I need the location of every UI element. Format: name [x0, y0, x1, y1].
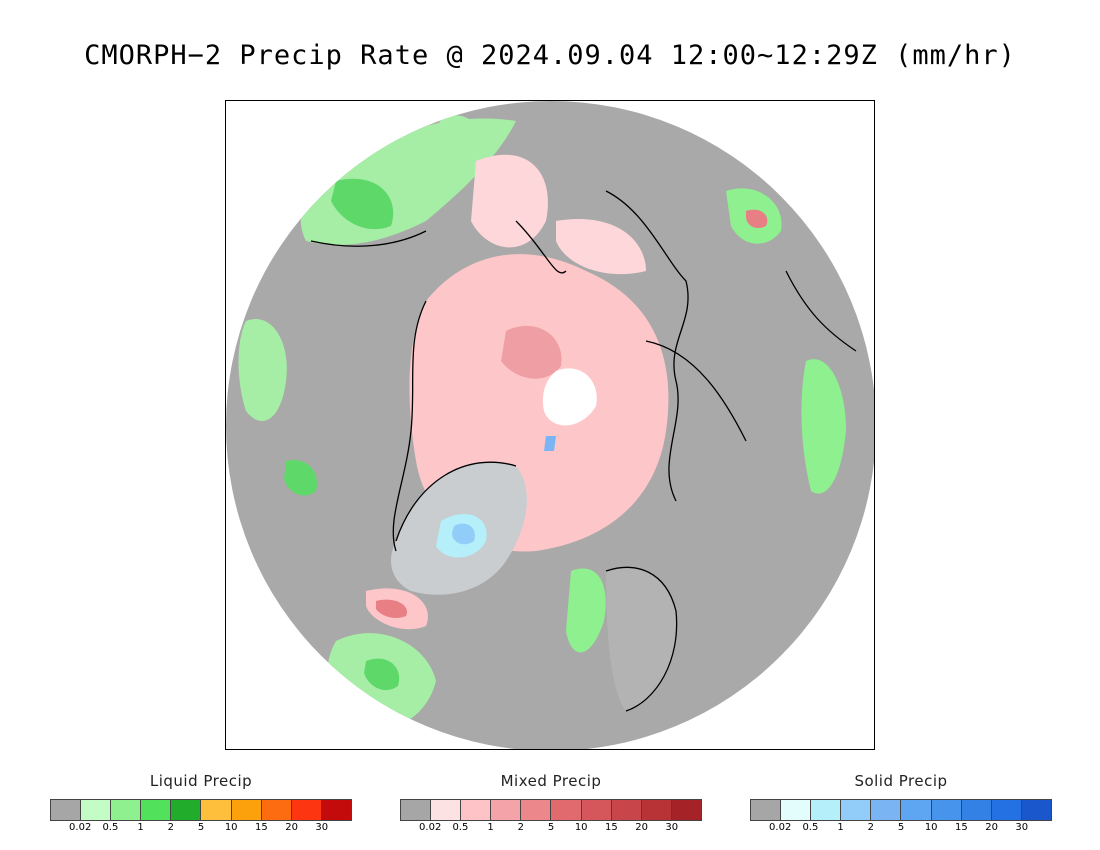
legend-swatch: [1021, 800, 1051, 820]
legend-mixed-ticks: 0.02 0.5 1 2 5 10 15 20 30: [400, 821, 702, 835]
scandinavia-landmass: [606, 567, 677, 711]
legend-swatch: [581, 800, 612, 820]
siberia-east-rain-core: [746, 209, 768, 228]
legend-liquid: Liquid Precip 0.02 0.5 1 2 5 10 15 20 30: [50, 772, 352, 835]
legend-mixed-bar: [400, 799, 702, 821]
legend-tick-label: 5: [547, 822, 555, 833]
legend-mixed-title: Mixed Precip: [500, 772, 602, 790]
kamchatka-rain: [436, 115, 480, 163]
legend-swatch: [611, 800, 642, 820]
legend-tick-label: 0.5: [802, 822, 819, 833]
legend-tick-label: 15: [605, 822, 618, 833]
polar-map-frame: [225, 100, 875, 750]
legend-liquid-bar: [50, 799, 352, 821]
legend-swatch: [551, 800, 582, 820]
legend-tick-label: 2: [517, 822, 524, 833]
legend-tick-label: 2: [167, 822, 174, 833]
arctic-mixed-core: [501, 325, 562, 379]
legend-tick-label: 30: [665, 822, 679, 833]
legend-swatch: [291, 800, 322, 820]
coastline: [310, 190, 857, 712]
legend-swatch: [781, 800, 812, 820]
legend-tick-label: 5: [197, 822, 205, 833]
pole-snow-streak: [544, 436, 556, 451]
legend-swatch: [401, 800, 432, 820]
legend-tick-label: 20: [635, 822, 648, 833]
legend-tick-label: 20: [285, 822, 298, 833]
bering-strait-mixed: [471, 154, 548, 248]
legend-swatch: [431, 800, 462, 820]
legend-tick-label: 0.5: [452, 822, 469, 833]
legend-mixed: Mixed Precip 0.02 0.5 1 2 5 10 15 20 30: [400, 772, 702, 835]
legend-swatch: [461, 800, 492, 820]
ural-rain-band: [801, 359, 846, 494]
legend-swatch: [171, 800, 202, 820]
greenland-snow-core: [452, 523, 475, 545]
legend-swatch: [321, 800, 351, 820]
canada-west-rain-core: [284, 460, 317, 496]
legend-swatch: [901, 800, 932, 820]
legend-tick-label: 2: [867, 822, 874, 833]
legend-liquid-ticks: 0.02 0.5 1 2 5 10 15 20 30: [50, 821, 352, 835]
legend-swatch: [51, 800, 82, 820]
canada-west-rain: [238, 319, 287, 421]
legend-tick-label: 15: [955, 822, 968, 833]
legend-swatch: [201, 800, 232, 820]
legend-tick-label: 0.02: [69, 822, 92, 833]
barents-mixed: [561, 478, 609, 528]
legend-tick-label: 1: [837, 822, 844, 833]
legend-swatch: [841, 800, 872, 820]
norway-rain: [566, 568, 606, 653]
legend-tick-label: 15: [255, 822, 268, 833]
legend-swatch: [491, 800, 522, 820]
legend-tick-label: 0.5: [102, 822, 119, 833]
legend-swatch: [751, 800, 782, 820]
legend-swatch: [931, 800, 962, 820]
legend-tick-label: 1: [487, 822, 494, 833]
legend-swatch: [991, 800, 1022, 820]
legend-tick-label: 1: [137, 822, 144, 833]
legend-swatch: [871, 800, 902, 820]
legend-tick-label: 20: [985, 822, 998, 833]
legend-tick-label: 5: [897, 822, 905, 833]
legend-solid-bar: [750, 799, 1052, 821]
north-pole-no-data: [542, 368, 597, 426]
north-pacific-rain-core: [331, 178, 394, 230]
legend-swatch: [111, 800, 142, 820]
legend-solid-ticks: 0.02 0.5 1 2 5 10 15 20 30: [750, 821, 1052, 835]
legend-tick-label: 0.02: [769, 822, 792, 833]
legend-tick-label: 10: [924, 822, 938, 833]
legend-tick-label: 30: [1015, 822, 1029, 833]
legend-swatch: [641, 800, 672, 820]
legend-swatch: [261, 800, 292, 820]
legend-swatch: [671, 800, 701, 820]
legend-swatch: [811, 800, 842, 820]
legend-tick-label: 10: [224, 822, 238, 833]
north-atlantic-rain-core: [364, 658, 400, 691]
legend-tick-label: 30: [315, 822, 329, 833]
legend-tick-label: 10: [574, 822, 588, 833]
legend-swatch: [81, 800, 112, 820]
siberia-mixed-streak: [556, 219, 646, 275]
polar-precip-map: [226, 101, 874, 749]
legend-swatch: [231, 800, 262, 820]
legend-liquid-title: Liquid Precip: [149, 772, 253, 790]
legend-swatch: [521, 800, 552, 820]
chart-title: CMORPH−2 Precip Rate @ 2024.09.04 12:00~…: [84, 40, 1016, 71]
legend-solid: Solid Precip 0.02 0.5 1 2 5 10 15 20 30: [750, 772, 1052, 835]
legend-solid-title: Solid Precip: [854, 772, 948, 790]
iceland-mixed-core: [376, 599, 407, 619]
legend-swatch: [961, 800, 992, 820]
legend-tick-label: 0.02: [419, 822, 442, 833]
legend-swatch: [141, 800, 172, 820]
